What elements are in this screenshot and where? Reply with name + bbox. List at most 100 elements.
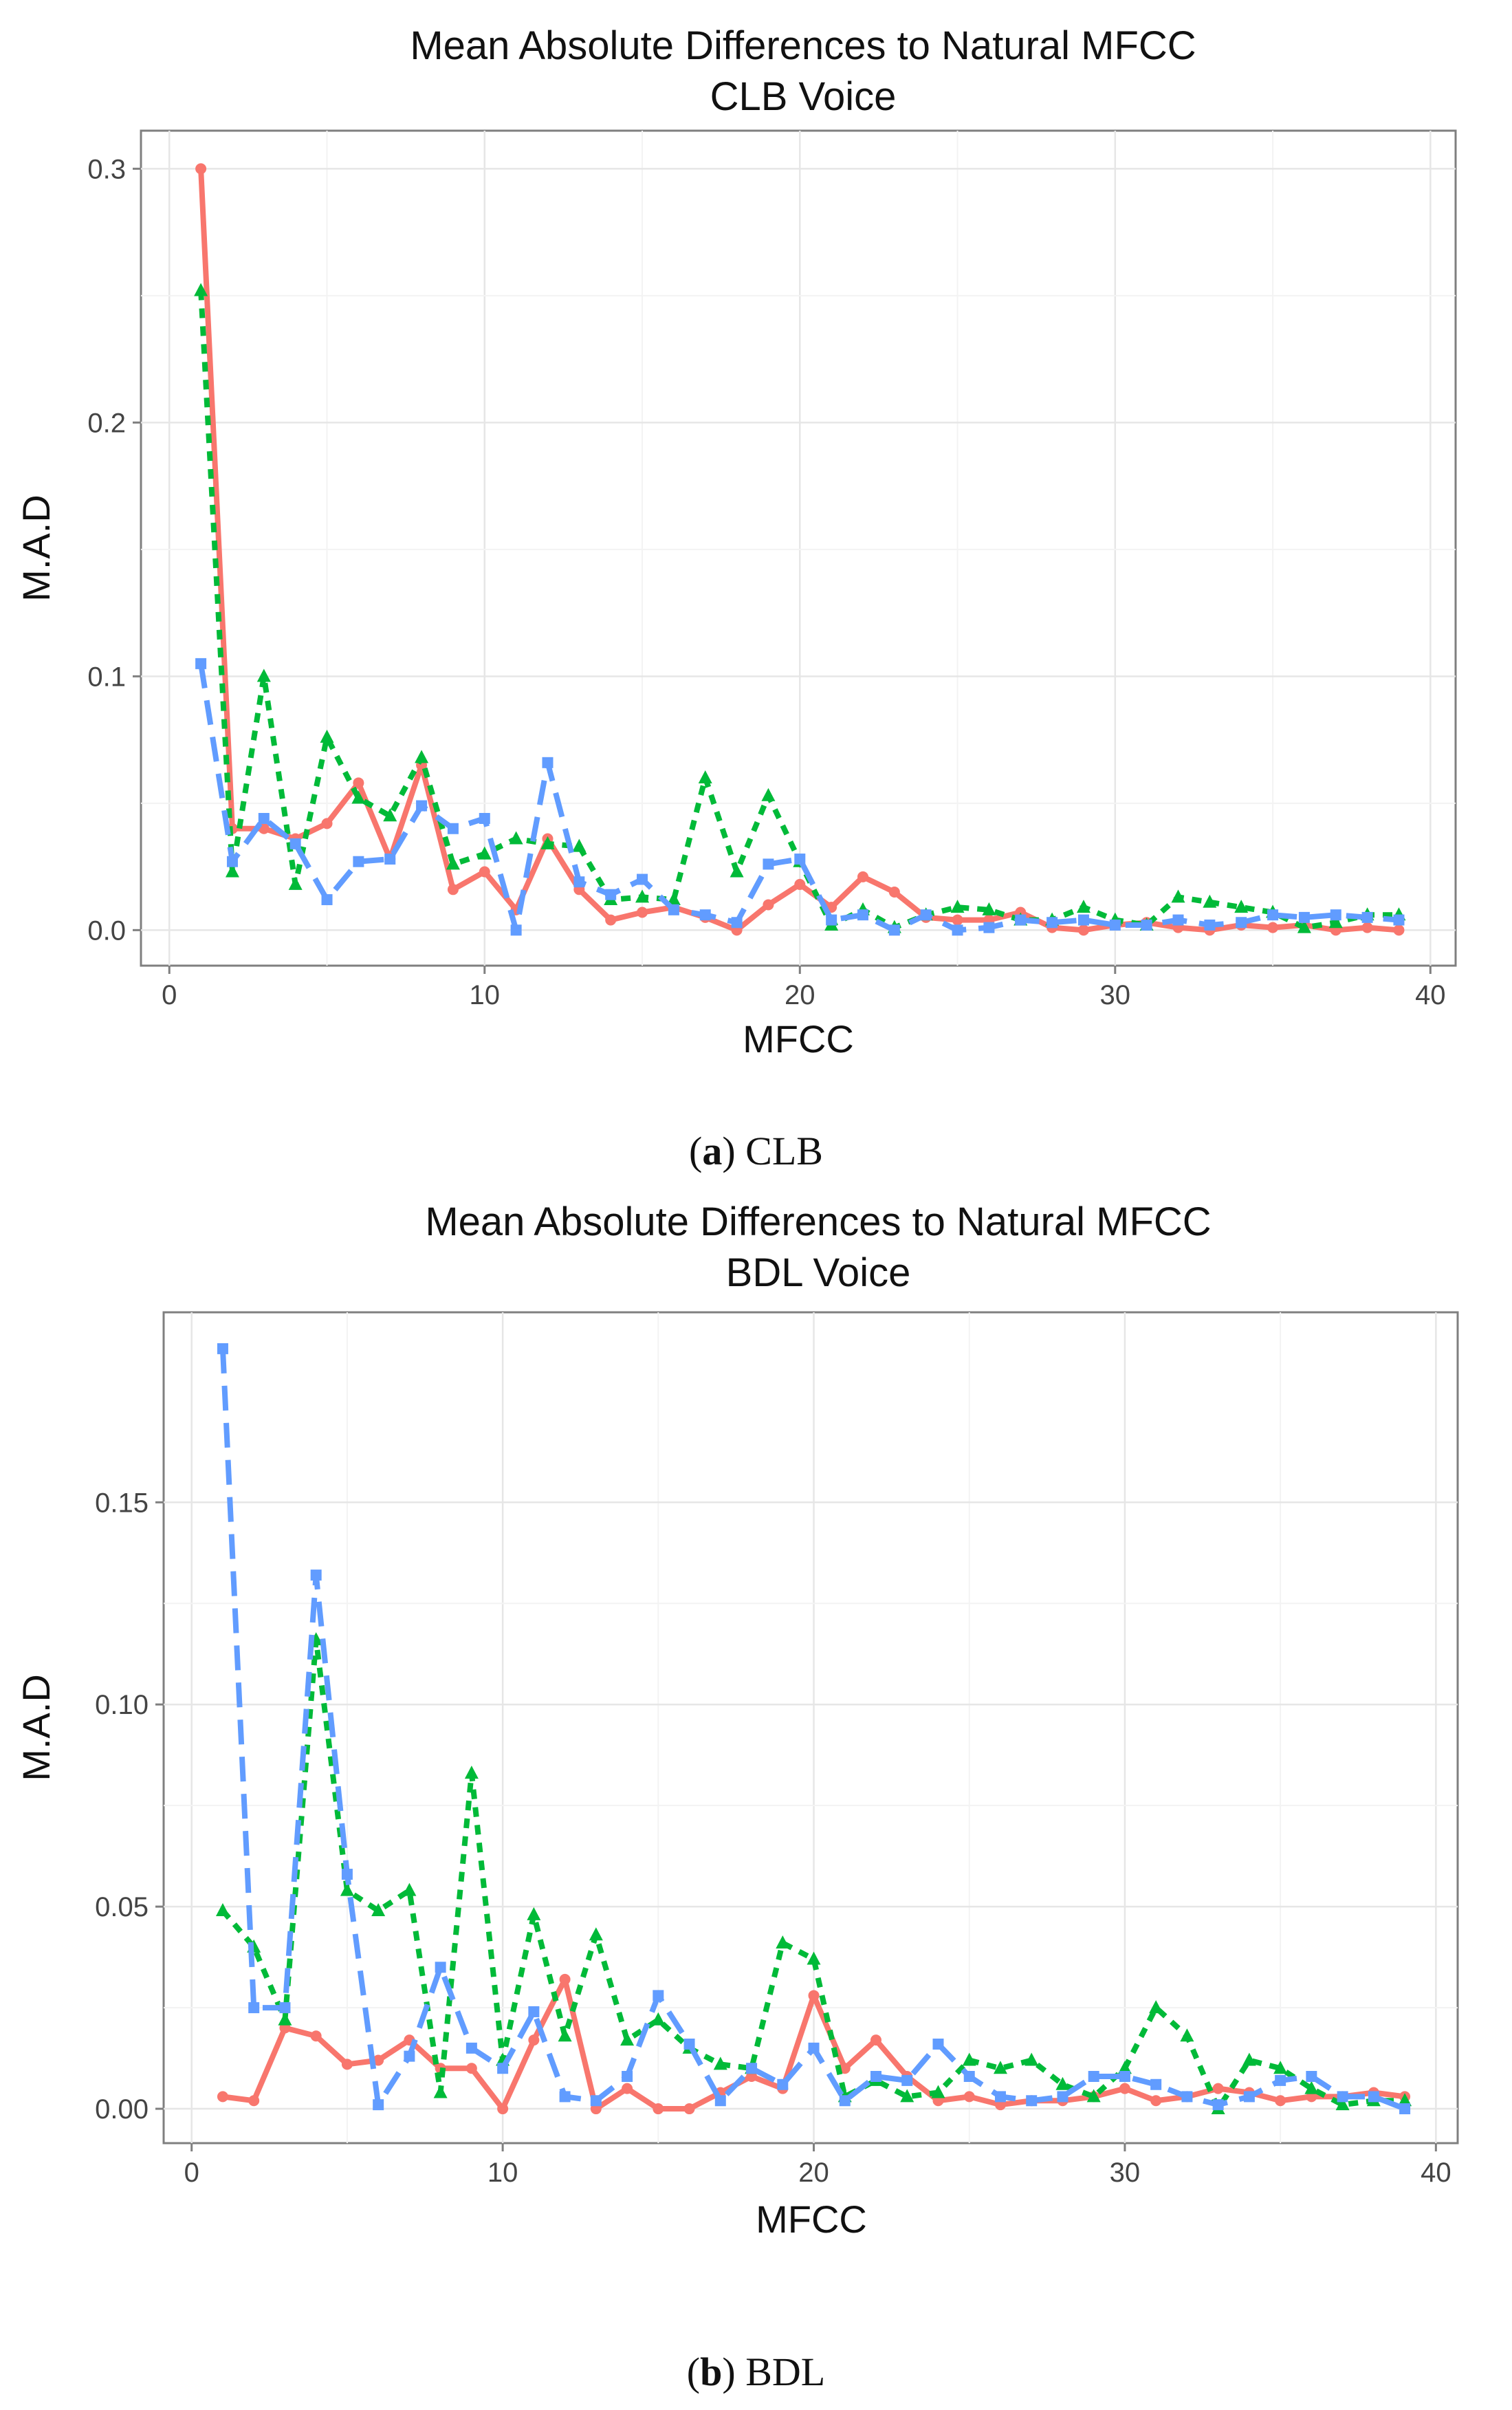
data-point [465, 2063, 477, 2074]
data-point [1368, 2091, 1379, 2103]
data-point [1180, 2028, 1194, 2042]
data-point [683, 2038, 695, 2050]
data-point [1361, 922, 1373, 933]
data-point [497, 2063, 509, 2074]
data-point [1055, 2076, 1070, 2090]
y-tick-label: 0.3 [87, 154, 126, 184]
data-point [446, 856, 460, 870]
data-point [1076, 900, 1091, 913]
series-line [198, 663, 1399, 933]
data-point [1330, 909, 1341, 921]
y-axis: 0.0 0.1 0.2 0.3 [87, 154, 141, 946]
data-point [465, 2042, 477, 2054]
data-point [622, 2083, 633, 2094]
data-point [826, 914, 837, 926]
data-point [1057, 2091, 1069, 2103]
data-point [1328, 915, 1343, 929]
data-point [1275, 2095, 1286, 2107]
data-point [731, 917, 743, 929]
data-point [217, 1343, 228, 1354]
data-point [653, 1990, 664, 2001]
x-tick-label: 40 [1421, 2158, 1451, 2188]
data-point [341, 1869, 353, 1880]
data-point [808, 1990, 820, 2001]
data-point [637, 907, 648, 918]
plot-panel [140, 129, 1457, 967]
data-point [1399, 2103, 1411, 2115]
data-point [320, 729, 334, 743]
data-point [963, 2071, 975, 2083]
data-point [698, 770, 712, 783]
data-point [195, 658, 207, 669]
data-point [963, 2091, 975, 2103]
series-layer [194, 163, 1406, 936]
data-point [668, 904, 679, 915]
data-point [248, 2095, 260, 2107]
data-point [714, 2095, 726, 2107]
x-tick-label: 10 [487, 2158, 518, 2188]
data-point [983, 922, 995, 933]
data-point [527, 1907, 541, 1920]
data-point [683, 2103, 695, 2115]
data-point [248, 2002, 260, 2014]
data-point [479, 812, 490, 824]
data-point [341, 2059, 353, 2070]
data-point [763, 899, 774, 911]
data-point [932, 2038, 944, 2050]
data-point [622, 2071, 633, 2083]
data-point [1119, 2071, 1130, 2083]
data-point [1117, 2061, 1132, 2074]
data-point [1361, 911, 1373, 923]
data-point [1047, 917, 1058, 929]
data-point [1026, 2095, 1038, 2107]
data-point [1141, 919, 1152, 931]
data-point [217, 2091, 228, 2103]
data-point [901, 2074, 913, 2086]
y-tick-label: 0.10 [95, 1690, 149, 1720]
data-point [808, 2042, 820, 2054]
data-point [605, 914, 617, 926]
y-tick-label: 0.00 [95, 2094, 149, 2125]
data-point [1243, 2091, 1255, 2103]
data-point [402, 1882, 417, 1896]
data-point [528, 2034, 540, 2046]
caption-a: (a) CLB [689, 1129, 823, 1173]
data-point [962, 2052, 976, 2066]
data-point [1304, 2081, 1319, 2094]
data-point [447, 823, 459, 834]
data-point [763, 858, 774, 870]
chart-title: Mean Absolute Differences to Natural MFC… [410, 23, 1196, 68]
data-point [952, 924, 963, 936]
data-point [572, 838, 587, 852]
caption-text: BDL [745, 2349, 826, 2394]
data-point [637, 873, 648, 885]
y-tick-label: 0.2 [87, 408, 126, 438]
data-point [920, 909, 932, 921]
data-point [952, 914, 963, 926]
data-point [1393, 924, 1405, 936]
data-point [477, 846, 492, 860]
data-point [1172, 914, 1184, 926]
caption-b: (b) BDL [686, 2349, 826, 2394]
data-point [994, 2091, 1006, 2103]
data-point [559, 2091, 571, 2103]
data-point [699, 909, 711, 921]
data-point [340, 1882, 354, 1896]
data-point [1119, 2083, 1130, 2094]
caption-text: CLB [745, 1129, 823, 1173]
data-point [1088, 2071, 1099, 2083]
data-point [384, 854, 396, 865]
data-point [435, 1962, 446, 1973]
data-point [258, 812, 270, 824]
data-point [589, 1927, 603, 1941]
data-point [256, 669, 271, 682]
data-point [351, 790, 366, 804]
data-point [794, 854, 806, 865]
data-point [1204, 919, 1216, 931]
data-point [794, 878, 806, 890]
y-tick-label: 0.15 [95, 1488, 149, 1518]
data-point [730, 864, 744, 878]
x-tick-label: 10 [470, 980, 501, 1010]
data-point [464, 1766, 479, 1779]
series-blue [195, 658, 1405, 936]
